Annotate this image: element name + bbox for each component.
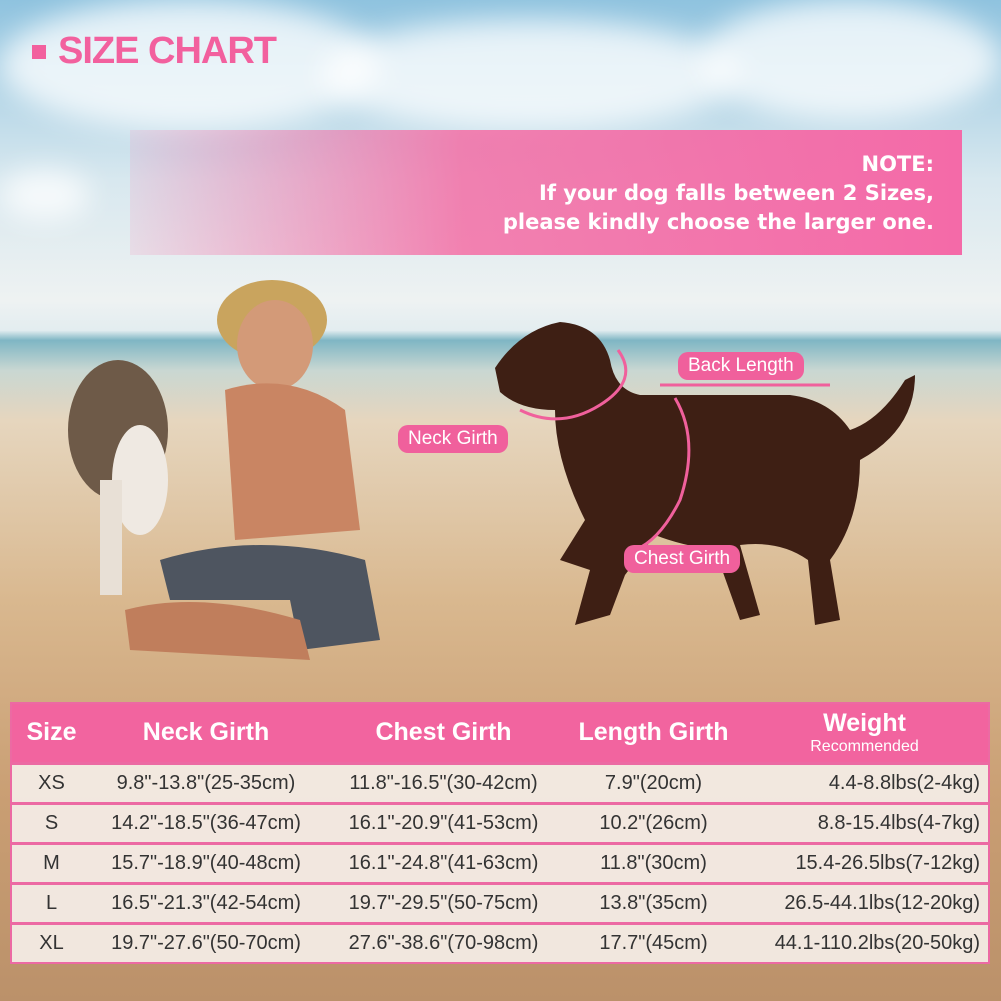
cloud <box>0 170 90 220</box>
table-cell: 7.9"(20cm) <box>566 761 741 803</box>
table-cell: L <box>11 881 91 923</box>
col-neck: Neck Girth <box>91 703 321 763</box>
table-cell: 16.5"-21.3"(42-54cm) <box>91 881 321 923</box>
cloud <box>700 0 1000 120</box>
measurement-lines <box>519 349 830 552</box>
table-cell: M <box>11 841 91 883</box>
table-cell: 9.8"-13.8"(25-35cm) <box>91 761 321 803</box>
table-cell: 15.4-26.5lbs(7-12kg) <box>741 841 989 883</box>
table-cell: 11.8"(30cm) <box>566 841 741 883</box>
note-banner: NOTE: If your dog falls between 2 Sizes,… <box>130 130 962 255</box>
col-chest: Chest Girth <box>321 703 566 763</box>
table-cell: 8.8-15.4lbs(4-7kg) <box>741 801 989 843</box>
table-cell: XS <box>11 761 91 803</box>
boy <box>125 280 380 660</box>
table-cell: 16.1"-24.8"(41-63cm) <box>321 841 566 883</box>
note-line2: please kindly choose the larger one. <box>502 210 934 234</box>
table-row: S 14.2"-18.5"(36-47cm) 16.1"-20.9"(41-53cm… <box>11 801 989 843</box>
cloud <box>0 0 380 130</box>
table-cell: 4.4-8.8lbs(2-4kg) <box>741 761 989 803</box>
col-size: Size <box>11 703 91 763</box>
page-title: SIZE CHART <box>32 30 277 73</box>
table-cell: 14.2"-18.5"(36-47cm) <box>91 801 321 843</box>
table-cell: 13.8"(35cm) <box>566 881 741 923</box>
size-table: Size Neck Girth Chest Girth Length Girth… <box>10 702 990 964</box>
table-cell: XL <box>11 921 91 963</box>
note-line1: If your dog falls between 2 Sizes, <box>539 181 934 205</box>
table-cell: 17.7"(45cm) <box>566 921 741 963</box>
table-cell: S <box>11 801 91 843</box>
back-length-label: Back Length <box>678 352 804 380</box>
table-cell: 10.2"(26cm) <box>566 801 741 843</box>
chest-girth-label: Chest Girth <box>624 545 741 573</box>
table-cell: 11.8"-16.5"(30-42cm) <box>321 761 566 803</box>
title-text: SIZE CHART <box>58 30 277 72</box>
table-header: Size Neck Girth Chest Girth Length Girth… <box>11 703 989 763</box>
table-cell: 16.1"-20.9"(41-53cm) <box>321 801 566 843</box>
table-cell: 44.1-110.2lbs(20-50kg) <box>741 921 989 963</box>
table-cell: 19.7"-27.6"(50-70cm) <box>91 921 321 963</box>
table-cell: 15.7"-18.9"(40-48cm) <box>91 841 321 883</box>
table-cell: 26.5-44.1lbs(12-20kg) <box>741 881 989 923</box>
table-cell: 19.7"-29.5"(50-75cm) <box>321 881 566 923</box>
weight-subtitle: Recommended <box>810 738 919 756</box>
bullet-square <box>32 44 46 59</box>
dog-silhouette <box>495 322 915 625</box>
beach-scene <box>68 280 915 660</box>
table-row: L 16.5"-21.3"(42-54cm) 19.7"-29.5"(50-75cm… <box>11 881 989 923</box>
col-length: Length Girth <box>566 703 741 763</box>
cloud <box>320 20 740 130</box>
table-cell: 27.6"-38.6"(70-98cm) <box>321 921 566 963</box>
neck-girth-label: Neck Girth <box>398 425 508 453</box>
col-weight: Weight Recommended <box>741 703 989 763</box>
table-row: XS 9.8"-13.8"(25-35cm) 11.8"-16.5"(30-42cm… <box>11 761 989 803</box>
table-row: XL 19.7"-27.6"(50-70cm) 27.6"-38.6"(70-98c… <box>11 921 989 963</box>
husky-dog <box>68 360 168 595</box>
note-heading: NOTE: <box>861 152 935 176</box>
weight-title: Weight <box>823 709 906 738</box>
table-row: M 15.7"-18.9"(40-48cm) 16.1"-24.8"(41-63cm… <box>11 841 989 883</box>
